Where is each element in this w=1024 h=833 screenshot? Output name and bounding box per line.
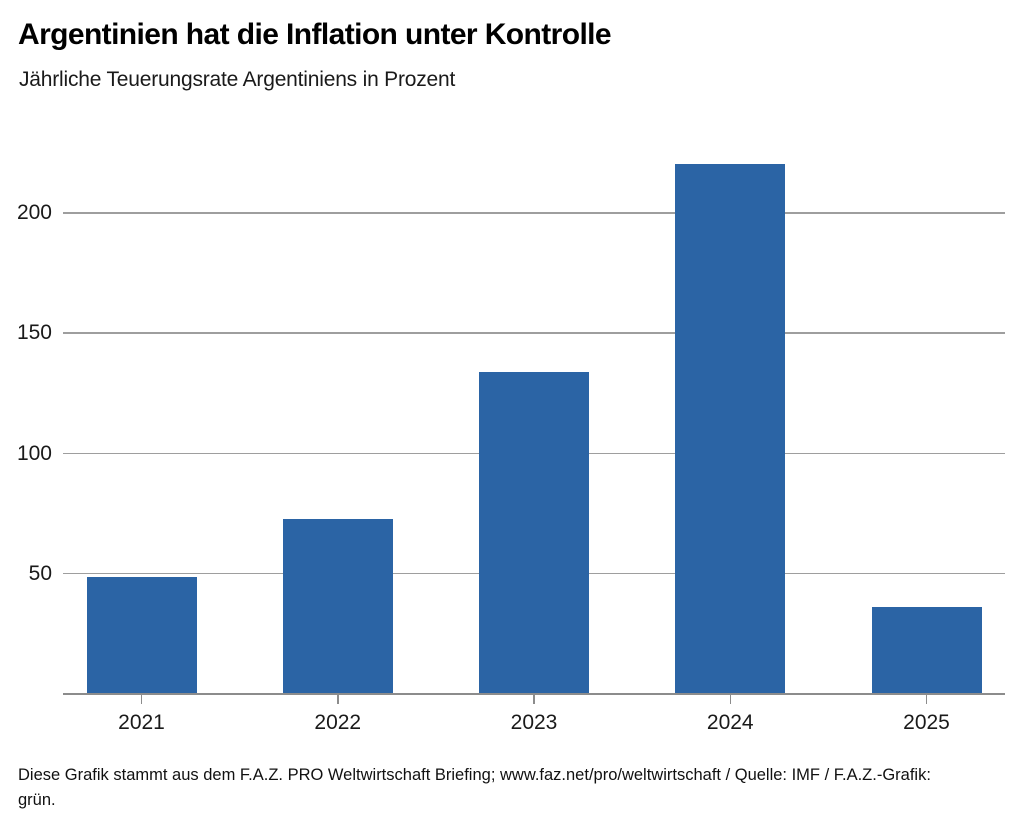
source-note: Diese Grafik stammt aus dem F.A.Z. PRO W…	[18, 763, 1012, 813]
bar-2024	[675, 164, 786, 693]
y-axis-label-50: 50	[28, 561, 52, 585]
chart-subtitle: Jährliche Teuerungsrate Argentiniens in …	[19, 68, 456, 91]
x-axis-label-2025: 2025	[903, 711, 950, 734]
source-note-line-1: Diese Grafik stammt aus dem F.A.Z. PRO W…	[18, 766, 931, 784]
x-axis-label-2022: 2022	[314, 711, 362, 734]
x-tick-2022	[337, 695, 339, 704]
plot-area: 2021 2022 2023 2024 2025	[63, 140, 1005, 734]
gridline-150	[63, 332, 1005, 334]
bar-2021	[86, 576, 197, 693]
source-note-line-2: grün.	[18, 791, 56, 809]
x-axis-label-2021: 2021	[118, 711, 165, 734]
x-axis-label-2024: 2024	[706, 711, 754, 734]
x-tick-2023	[533, 695, 535, 704]
x-tick-2021	[140, 695, 143, 704]
chart-title: Argentinien hat die Inflation unter Kont…	[18, 18, 612, 51]
gridline-200	[63, 212, 1005, 214]
bar-2025	[871, 606, 982, 693]
x-tick-2025	[925, 695, 928, 704]
y-axis-label-150: 150	[16, 321, 52, 345]
x-tick-2024	[729, 695, 731, 704]
bar-2022	[282, 518, 393, 693]
y-axis-label-100: 100	[16, 441, 52, 465]
y-axis-label-200: 200	[16, 201, 52, 225]
x-axis-label-2023: 2023	[510, 711, 558, 734]
bar-2023	[479, 372, 589, 693]
